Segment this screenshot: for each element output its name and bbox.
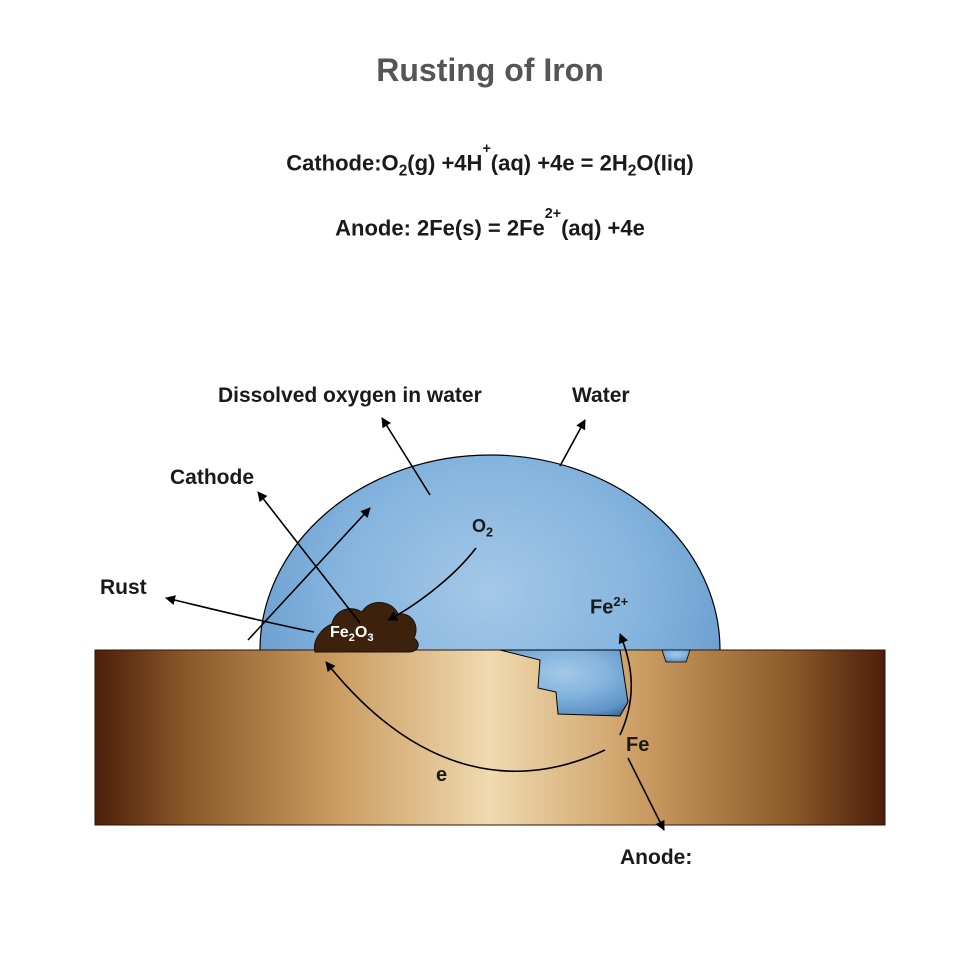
label-fe2o3: Fe2O3 — [330, 624, 374, 644]
arrow-water — [560, 420, 585, 466]
label-fe2plus: Fe2+ — [590, 594, 628, 620]
label-dissolved-o2: Dissolved oxygen in water — [218, 384, 482, 408]
label-anode: Anode: — [620, 846, 692, 870]
label-o2: O2 — [472, 516, 493, 540]
surface-notch — [662, 650, 690, 662]
label-fe2plus-base: Fe — [590, 597, 613, 619]
diagram-svg — [0, 0, 980, 980]
diagram-stage: Rusting of Iron Cathode:O2(g) +4H+(aq) +… — [0, 0, 980, 980]
label-o2-sub: 2 — [486, 526, 493, 540]
label-electron: e — [436, 764, 447, 787]
label-fe2o3-o: O — [355, 624, 367, 641]
label-fe2o3-sub2: 3 — [367, 632, 373, 644]
label-rust: Rust — [100, 576, 147, 600]
label-fe2o3-fe: Fe — [330, 624, 349, 641]
label-fe2plus-sup: 2+ — [613, 594, 628, 609]
label-fe: Fe — [626, 734, 649, 757]
label-water: Water — [572, 384, 630, 408]
label-o2-base: O — [472, 516, 486, 536]
iron-bar — [95, 650, 885, 825]
label-cathode: Cathode — [170, 466, 254, 490]
